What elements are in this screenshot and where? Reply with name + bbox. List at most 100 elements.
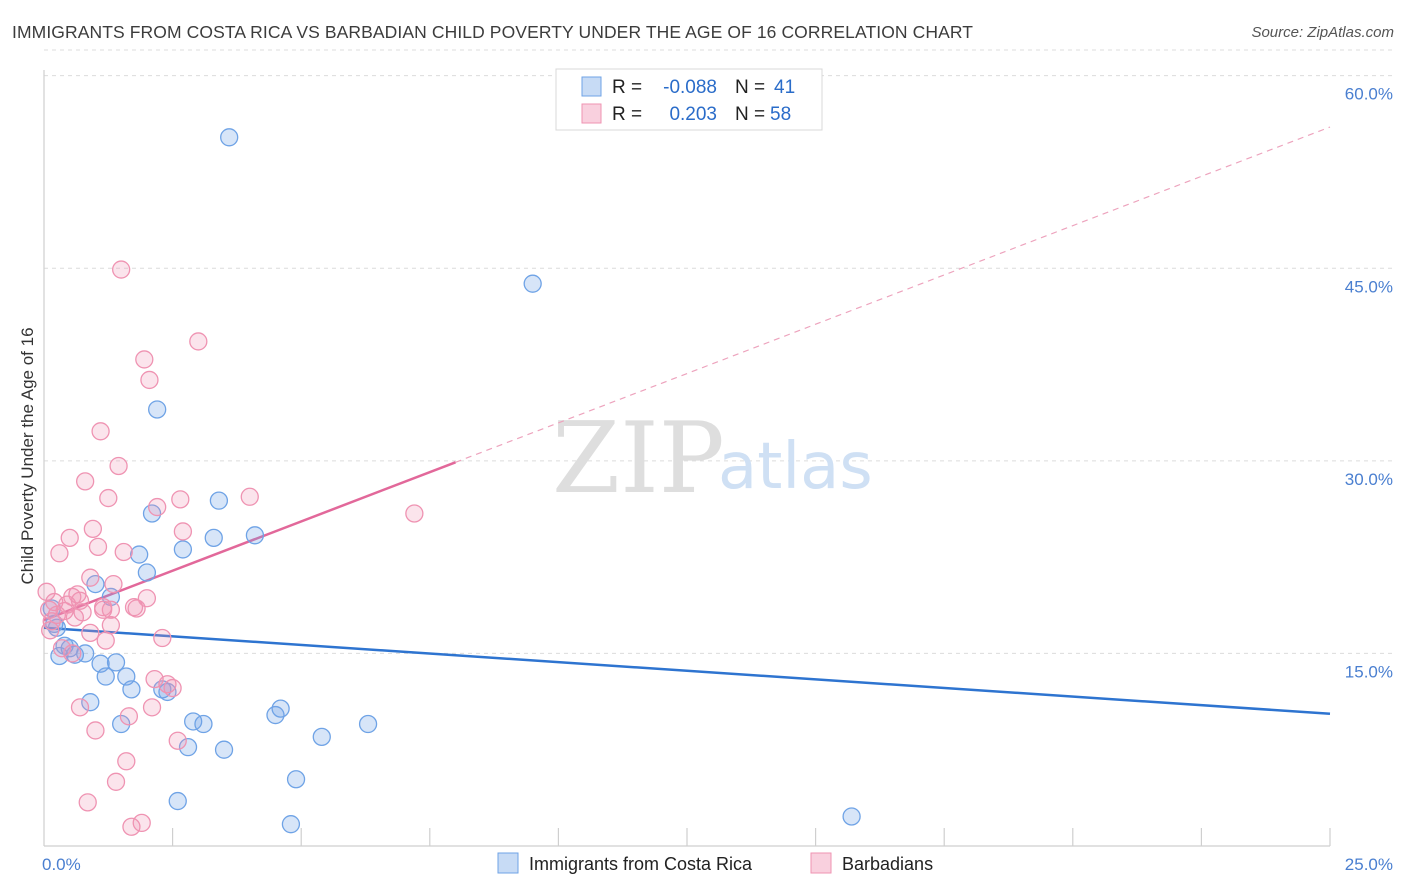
y-tick-label: 60.0% [1345,85,1393,104]
barbadians-point [81,568,100,587]
bottom-legend: Immigrants from Costa Rica Barbadians [497,852,933,874]
costa-rica-point [168,791,187,811]
barbadians-trend-extension [455,126,1331,463]
barbadians-point [140,370,159,390]
costa-rica-point [173,540,193,559]
barbadians-point [63,644,82,663]
barbadians-point [81,623,100,643]
barbadians-point [88,537,108,557]
legend-swatch-costa-rica [581,76,602,97]
barbadians-point [78,793,97,812]
bottom-legend-swatch-barbadians [810,852,832,874]
barbadians-point [173,522,193,541]
bottom-legend-label-barbadians: Barbadians [842,854,933,874]
costa-rica-point [358,714,378,734]
costa-rica-point [271,699,290,718]
barbadians-point [148,497,167,517]
barbadians-point [112,260,131,279]
legend-n-value: 58 [770,104,791,125]
barbadians-point [41,621,60,640]
costa-rica-point [281,815,301,834]
costa-rica-point [137,563,157,582]
barbadians-point [168,731,187,750]
x-tick-marks [172,828,1331,846]
y-tick-labels: 15.0% 30.0% 45.0% 60.0% [1345,85,1393,682]
costa-rica-point [214,740,234,759]
watermark-atlas: atlas [718,430,873,504]
costa-rica-point [286,770,306,789]
legend-n-label: N = [735,104,765,125]
costa-rica-trend-line [43,626,1331,716]
costa-rica-point [122,680,141,699]
barbadians-point [70,591,90,610]
costa-rica-point [76,644,95,663]
barbadians-point [106,772,126,791]
barbadians-point [99,488,118,508]
costa-rica-point [312,727,331,747]
barbadians-point [171,490,190,509]
costa-rica-point [204,528,223,548]
barbadians-point [94,598,113,617]
legend-box: R = -0.088 N = 41 R = 0.203 N = 58 [555,68,823,131]
costa-rica-point [55,636,74,655]
legend-r-label: R = [612,104,642,125]
barbadians-point [127,599,146,618]
y-tick-label: 30.0% [1345,470,1393,489]
costa-rica-point [209,491,229,510]
bottom-legend-label-costa-rica: Immigrants from Costa Rica [529,854,753,874]
legend-r-value: 0.203 [669,104,717,125]
costa-rica-point [245,526,265,545]
costa-rica-point [112,714,131,734]
costa-rica-point [130,545,149,564]
y-tick-label: 15.0% [1345,662,1393,681]
legend-swatch-barbadians [581,103,602,124]
chart-title: IMMIGRANTS FROM COSTA RICA VS BARBADIAN … [12,22,974,42]
costa-rica-point [220,128,239,147]
barbadians-point [142,698,162,717]
barbadians-point [50,544,69,563]
y-tick-label: 45.0% [1345,277,1393,296]
costa-rica-point [81,693,100,712]
barbadians-point [60,528,79,548]
barbadians-point [52,639,72,658]
costa-rica-point [106,653,126,672]
barbadians-point [104,574,123,594]
bottom-legend-swatch-costa-rica [497,852,519,874]
legend-r-label: R = [612,77,642,98]
barbadians-point [96,631,115,650]
barbadians-point [101,616,121,635]
barbadians-point [91,422,110,441]
x-tick-label: 0.0% [42,855,81,874]
x-tick-labels: 0.0% 25.0% [42,855,1393,874]
costa-rica-point [178,737,198,757]
costa-rica-point [523,274,542,293]
trend-lines [43,126,1331,716]
barbadians-point [153,628,172,648]
costa-rica-point [148,400,167,419]
costa-rica-point [842,807,861,826]
barbadians-point [132,813,151,833]
barbadians-point [73,603,92,622]
legend-n-label: N = [735,77,765,98]
gridlines [44,49,1392,654]
barbadians-point [240,487,259,506]
barbadians-point [405,504,424,523]
watermark-zip: ZIP [552,402,725,516]
barbadians-point [70,698,90,717]
costa-rica-point [96,667,115,686]
y-axis-label: Child Poverty Under the Age of 16 [18,327,37,584]
legend-r-value: -0.088 [663,77,717,98]
barbadians-point [114,542,133,562]
barbadians-trend-line [43,461,456,622]
x-tick-label: 25.0% [1345,855,1393,874]
barbadians-point [135,350,154,369]
barbadians-point [117,752,136,771]
data-points [37,128,861,836]
barbadians-point [189,332,208,351]
source-credit: Source: ZipAtlas.com [1251,24,1394,41]
barbadians-point [119,707,139,726]
barbadians-point [86,721,105,740]
barbadians-point [158,675,177,694]
costa-rica-point [194,714,213,734]
